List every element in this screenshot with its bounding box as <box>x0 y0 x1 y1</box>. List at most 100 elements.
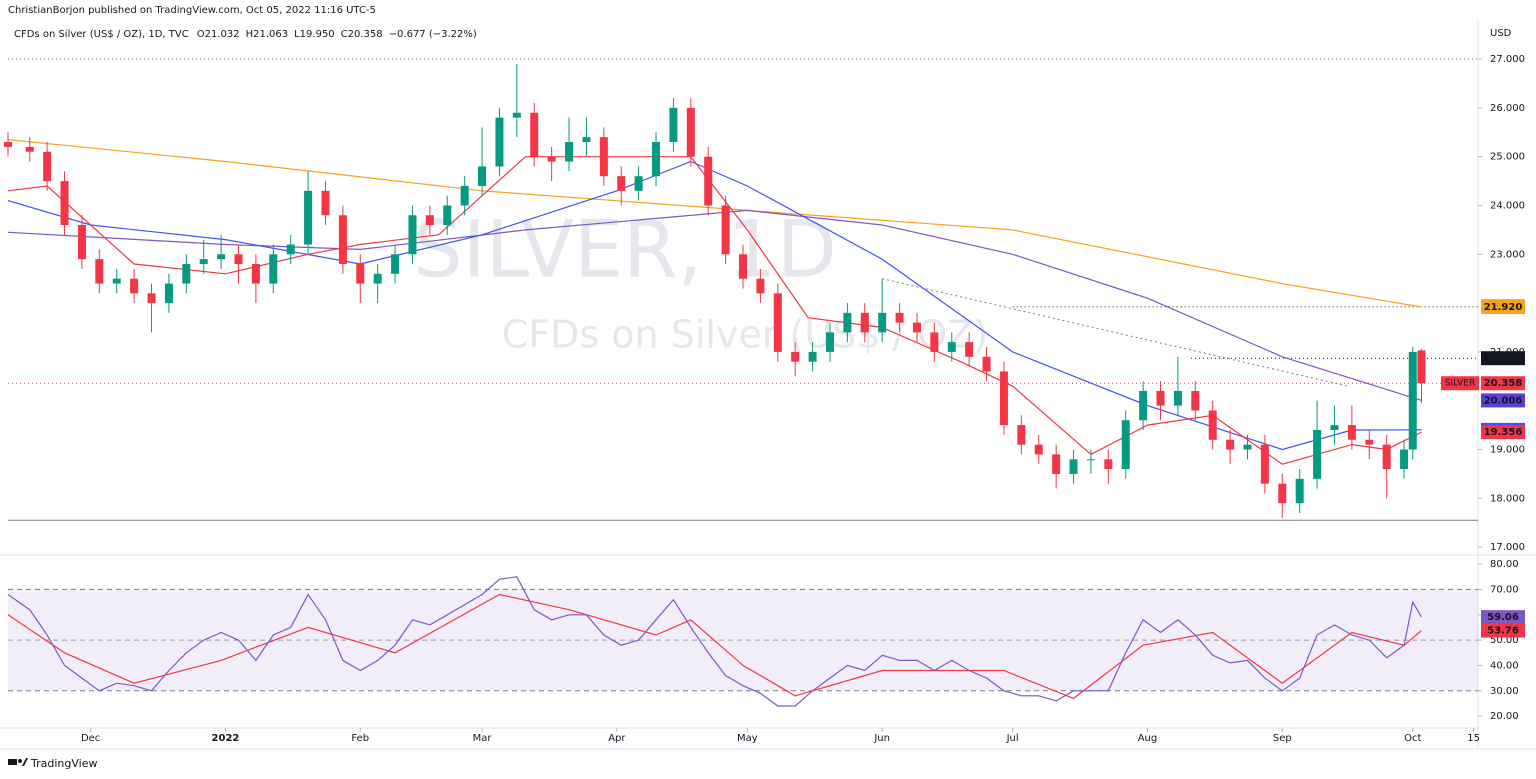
candle-body <box>1173 390 1182 406</box>
x-tick-label: Aug <box>1138 733 1158 744</box>
price-label: 21.920 <box>1484 302 1523 313</box>
candle-body <box>1086 459 1095 461</box>
candle-body <box>1417 350 1426 384</box>
y-tick-label: 24.000 <box>1490 200 1525 211</box>
y-tick-label: 50.00 <box>1490 635 1519 646</box>
candle-body <box>373 273 382 284</box>
candle-body <box>234 254 243 265</box>
x-tick-label: Apr <box>608 733 626 744</box>
candle-body <box>756 278 765 294</box>
watermark: SILVER, 1D <box>413 205 837 295</box>
candle-body <box>43 151 52 182</box>
candle-body <box>808 351 817 362</box>
y-tick-label: 26.000 <box>1490 103 1525 114</box>
published-line: ChristianBorjon published on TradingView… <box>8 5 376 16</box>
candle-body <box>1191 390 1200 411</box>
candle-body <box>617 176 626 191</box>
candle-body <box>721 205 730 255</box>
candle-body <box>512 112 521 118</box>
candle-body <box>1382 444 1391 470</box>
candle-body <box>356 264 365 284</box>
candle-body <box>999 371 1008 426</box>
candle-body <box>60 181 69 225</box>
candle-body <box>130 278 139 294</box>
candle-body <box>843 312 852 333</box>
candle-body <box>460 185 469 206</box>
candle-body <box>912 322 921 333</box>
candle-body <box>1365 439 1374 445</box>
y-tick-label: 23.000 <box>1490 249 1525 260</box>
candle-body <box>1243 444 1252 450</box>
candle-body <box>1104 459 1113 470</box>
ohlc-value: O21.032 <box>197 29 240 40</box>
moving-average <box>7 160 1422 451</box>
candle-body <box>1330 425 1339 430</box>
price-label: 59.06 <box>1487 612 1519 623</box>
symbol-tag <box>1441 376 1479 391</box>
footer-brand: TradingView <box>30 757 97 770</box>
y-tick-label: 40.00 <box>1490 660 1519 671</box>
candle-body <box>1139 390 1148 421</box>
price-label: 19.356 <box>1484 427 1523 438</box>
candle-body <box>739 254 747 279</box>
ohlc-value: H21.063 <box>246 29 289 40</box>
x-tick-label: Jun <box>873 733 890 744</box>
price-label-box <box>1481 376 1525 391</box>
candle-body <box>1121 420 1130 470</box>
candle-body <box>269 254 278 284</box>
x-tick-label: Oct <box>1404 733 1421 744</box>
candle-body <box>112 278 121 284</box>
candle-body <box>1260 444 1269 484</box>
price-label: 20.358 <box>1484 378 1523 389</box>
candle-body <box>1208 410 1217 440</box>
x-tick-label: Feb <box>351 733 369 744</box>
candle-body <box>164 283 173 304</box>
ohlc-value: L19.950 <box>294 29 335 40</box>
candle-body <box>634 176 643 191</box>
candle-body <box>565 142 574 162</box>
candle-body <box>547 156 556 162</box>
ohlc-value: C20.358 <box>341 29 383 40</box>
candle-body <box>878 312 887 333</box>
y-tick-label: 17.000 <box>1490 542 1525 553</box>
y-tick-label: 27.000 <box>1490 54 1525 65</box>
x-tick-label: Dec <box>81 733 100 744</box>
price-label-box <box>1481 425 1525 440</box>
candle-body <box>686 107 695 157</box>
candle-body <box>930 332 939 352</box>
candle-body <box>304 190 313 245</box>
candle-body <box>95 259 104 284</box>
change-value: −0.677 (−3.22%) <box>389 29 477 40</box>
candle-body <box>1052 454 1061 474</box>
candle-body <box>947 342 956 352</box>
candle-body <box>391 254 400 274</box>
rsi-ma-line <box>7 593 1422 700</box>
y-tick-label: 25.000 <box>1490 152 1525 163</box>
candle-body <box>217 254 226 260</box>
candle-body <box>773 293 782 352</box>
candle-body <box>338 215 347 265</box>
logo <box>8 758 28 766</box>
candle-body <box>582 137 591 143</box>
candle-body <box>652 142 661 177</box>
candle-body <box>1069 459 1078 474</box>
candle-body <box>443 205 452 225</box>
price-label-box <box>1481 393 1525 408</box>
candle-body <box>1278 483 1287 504</box>
candle-body <box>1295 478 1304 504</box>
y-tick-label: 20.00 <box>1490 711 1519 722</box>
y-tick-label: 19.000 <box>1490 445 1525 456</box>
candle-body <box>321 190 330 216</box>
unit-label: USD <box>1490 28 1512 39</box>
candle-body <box>478 166 487 186</box>
price-label-box <box>1481 351 1525 366</box>
candle-body <box>182 264 191 284</box>
candle-body <box>77 225 86 260</box>
rsi-line <box>7 576 1423 707</box>
candle-body <box>704 156 713 206</box>
candle-body <box>1226 439 1235 450</box>
x-tick-label: Sep <box>1273 733 1292 744</box>
y-tick-label: 18.000 <box>1490 493 1525 504</box>
